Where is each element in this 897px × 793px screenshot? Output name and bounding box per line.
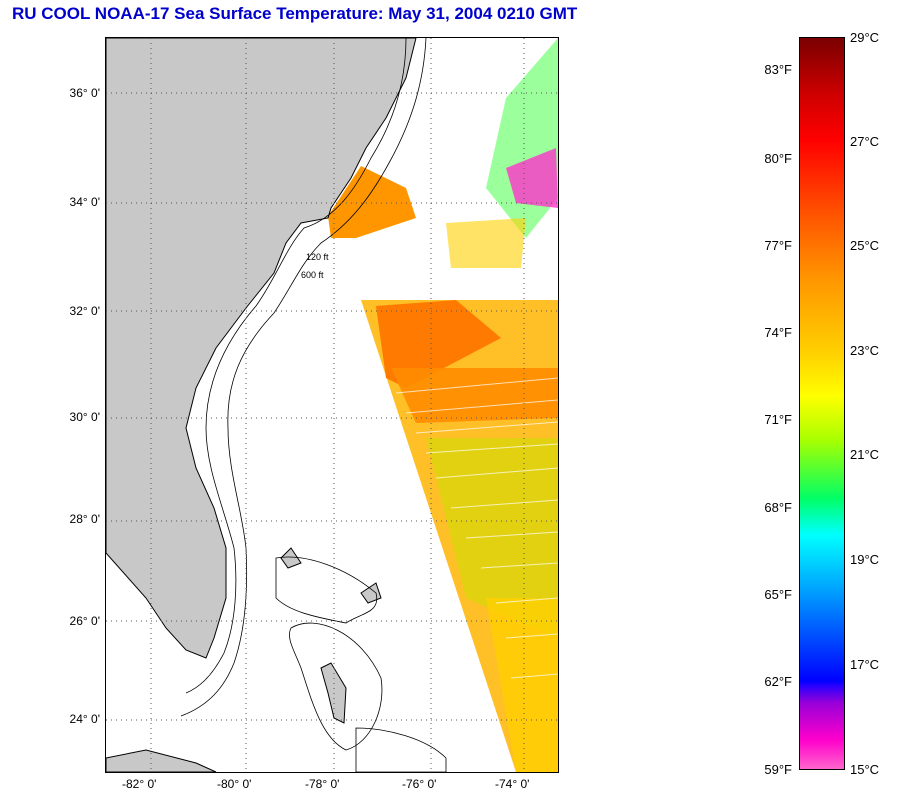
sst-patch-east — [446, 218, 526, 268]
lon-label: -78° 0' — [305, 777, 340, 791]
sst-map: 120 ft 600 ft — [105, 37, 559, 773]
graticule — [106, 38, 558, 772]
lon-label: -76° 0' — [402, 777, 437, 791]
colorbar-label-f: 77°F — [764, 238, 792, 253]
lat-label: 28° 0' — [69, 512, 100, 526]
lat-label: 26° 0' — [69, 614, 100, 628]
lon-label: -80° 0' — [217, 777, 252, 791]
contour-label-600: 600 ft — [301, 270, 324, 280]
colorbar-label-c: 25°C — [850, 238, 880, 253]
sst-patch-pink — [506, 148, 558, 208]
sst-patch-offshore — [486, 38, 558, 238]
sst-swath-mid — [391, 368, 558, 423]
depth-contours — [180, 38, 447, 772]
bahamas-land — [280, 547, 382, 724]
sst-swath-south — [426, 438, 558, 638]
colorbar-label-c: 19°C — [850, 552, 880, 567]
colorbar-label-f: 62°F — [764, 674, 792, 689]
us-land — [106, 38, 417, 659]
temperature-colorbar — [799, 37, 845, 770]
cuba-land — [106, 749, 217, 772]
colorbar-label-f: 65°F — [764, 587, 792, 602]
lon-label: -74° 0' — [495, 777, 530, 791]
colorbar-label-c: 15°C — [850, 762, 880, 777]
colorbar-label-f: 80°F — [764, 151, 792, 166]
sst-swath-north — [376, 300, 501, 388]
lat-label: 36° 0' — [69, 86, 100, 100]
map-title: RU COOL NOAA-17 Sea Surface Temperature:… — [12, 4, 578, 23]
colorbar-label-f: 59°F — [764, 762, 792, 777]
colorbar-label-c: 23°C — [850, 343, 880, 358]
lon-label: -82° 0' — [122, 777, 157, 791]
swath-scanlines — [395, 377, 558, 679]
colorbar-label-c: 29°C — [850, 30, 880, 45]
colorbar-label-f: 83°F — [764, 62, 792, 77]
colorbar-label-c: 27°C — [850, 134, 880, 149]
lat-label: 24° 0' — [69, 712, 100, 726]
lat-label: 32° 0' — [69, 304, 100, 318]
map-canvas: 120 ft 600 ft — [106, 38, 558, 772]
contour-label-120: 120 ft — [306, 252, 329, 262]
lat-label: 34° 0' — [69, 195, 100, 209]
sst-swath-edge — [486, 598, 558, 772]
colorbar-label-f: 71°F — [764, 412, 792, 427]
colorbar-label-f: 74°F — [764, 325, 792, 340]
colorbar-label-c: 17°C — [850, 657, 880, 672]
sst-patch-carolina — [328, 166, 416, 238]
lat-label: 30° 0' — [69, 410, 100, 424]
colorbar-label-f: 68°F — [764, 500, 792, 515]
colorbar-label-c: 21°C — [850, 447, 880, 462]
